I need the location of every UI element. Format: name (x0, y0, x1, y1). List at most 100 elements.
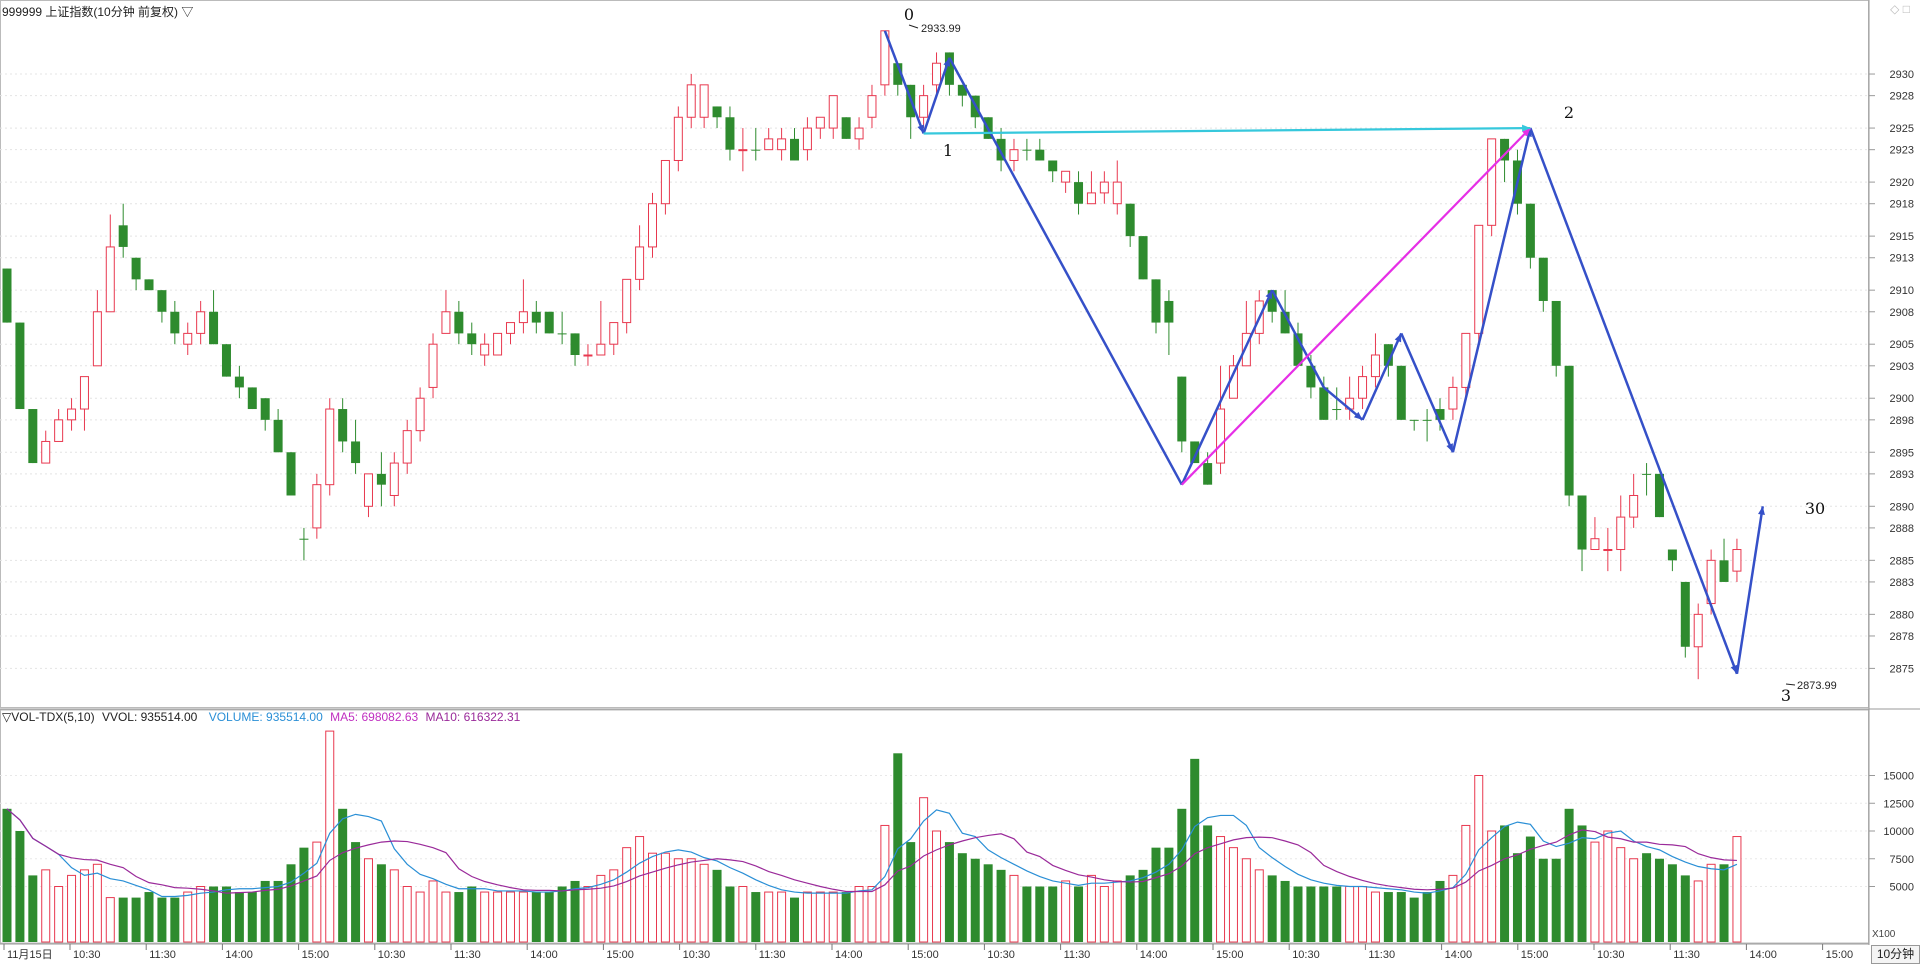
volume-bar (751, 892, 761, 942)
candle-body (583, 354, 593, 357)
volume-bars (2, 730, 1742, 943)
candle-body (1009, 149, 1019, 161)
volume-bar (1061, 880, 1071, 943)
volume-bar (312, 841, 322, 943)
wave-label-30: 30 (1805, 499, 1825, 518)
candle-body (1564, 365, 1574, 496)
candle-body (518, 311, 528, 324)
volume-bar (1448, 874, 1458, 943)
volume-bar (183, 891, 193, 943)
candle-body (738, 149, 748, 152)
wave-lines (883, 30, 1765, 675)
volume-bar (221, 886, 231, 942)
price-tick-label: 2893 (1890, 469, 1914, 481)
volume-bar (363, 858, 373, 943)
candle-body (376, 473, 386, 485)
volume-bar (1280, 880, 1290, 942)
high-price-label: 2933.99 (921, 23, 961, 35)
volume-bar (944, 842, 954, 942)
volume-bar (351, 842, 361, 942)
volume-bar (518, 891, 528, 943)
candle-body (841, 117, 851, 139)
candle-body (1409, 419, 1419, 421)
volume-bar (15, 831, 25, 942)
candle-body (325, 408, 335, 486)
candle-body (1719, 560, 1729, 582)
volume-bar (1022, 886, 1032, 942)
time-label: 14:00 (1445, 949, 1473, 961)
candle-body (660, 159, 670, 205)
volume-bar (1667, 864, 1677, 942)
candle-body (1629, 494, 1639, 518)
candle-body (1461, 332, 1471, 388)
candle-body (1086, 192, 1096, 205)
candle-body (1061, 170, 1071, 183)
candle-body (1306, 365, 1316, 388)
price-tick-label: 2915 (1890, 231, 1914, 243)
volume-tick-label: 12500 (1883, 798, 1914, 810)
volume-bar (1086, 874, 1096, 943)
restore-icon[interactable]: □ (1902, 2, 1910, 16)
volume-bar (402, 886, 412, 943)
candle-body (1151, 279, 1161, 323)
candle-body (467, 333, 477, 345)
candle-body (1190, 441, 1200, 464)
float-icon[interactable]: ◇ (1890, 2, 1900, 16)
volume-bar (28, 875, 38, 942)
chart-title[interactable]: 999999 上证指数(10分钟 前复权) ▽ (2, 5, 194, 19)
volume-bar (1048, 886, 1058, 942)
time-label: 14:00 (1749, 949, 1777, 961)
wave-segment-arrowhead (1446, 443, 1453, 453)
candle-body (1642, 473, 1652, 475)
candle-body (854, 127, 864, 140)
volume-bar (841, 892, 851, 942)
candle-body (131, 257, 141, 280)
candle-body (1319, 387, 1329, 420)
price-tick-label: 2903 (1890, 361, 1914, 373)
volume-indicator-name[interactable]: ▽VOL-TDX(5,10) (2, 710, 95, 724)
volume-bar (1138, 869, 1148, 942)
ma10-line (6, 808, 1737, 894)
candle-body (1267, 290, 1277, 312)
volume-bar (1409, 897, 1419, 942)
volume-bar (828, 891, 838, 943)
candle-body (480, 343, 490, 356)
volume-ma-lines (6, 808, 1738, 898)
candle-body (363, 473, 373, 507)
candle-body (1022, 149, 1032, 151)
wave-segment-arrowhead (943, 57, 951, 67)
volume-bar (260, 880, 270, 942)
candle-body (1125, 203, 1135, 237)
candle-body (299, 538, 309, 540)
volume-bar (1680, 875, 1690, 942)
period-button[interactable]: 10分钟 (1871, 945, 1920, 964)
wave-label-3: 3 (1781, 686, 1791, 705)
candle-body (260, 398, 270, 420)
candle-body (648, 203, 657, 248)
volume-bar (1319, 886, 1329, 942)
volume-bar (441, 891, 451, 943)
volume-bar (1254, 869, 1264, 943)
volume-bar (1112, 880, 1122, 943)
volume-bar (41, 869, 51, 943)
volume-bar (1203, 825, 1213, 942)
wave-segment (883, 30, 925, 134)
volume-bar (983, 864, 993, 942)
volume-bar (1099, 886, 1109, 943)
price-tick-label: 2920 (1890, 177, 1914, 189)
price-tick-label: 2908 (1890, 307, 1914, 319)
time-label: 14:00 (835, 949, 863, 961)
window-controls[interactable]: ◇ □ (1890, 2, 1910, 16)
time-label: 10:30 (73, 949, 101, 961)
candle-body (777, 138, 787, 151)
gridlines (0, 73, 1869, 887)
candle-body (247, 387, 257, 410)
time-label: 11:30 (454, 949, 481, 961)
candle-body (1654, 473, 1664, 518)
volume-bar (1177, 808, 1187, 942)
price-tick-label: 2900 (1890, 393, 1914, 405)
candle-body (1280, 311, 1290, 334)
volume-bar (1267, 875, 1277, 942)
volume-bar (583, 886, 593, 943)
